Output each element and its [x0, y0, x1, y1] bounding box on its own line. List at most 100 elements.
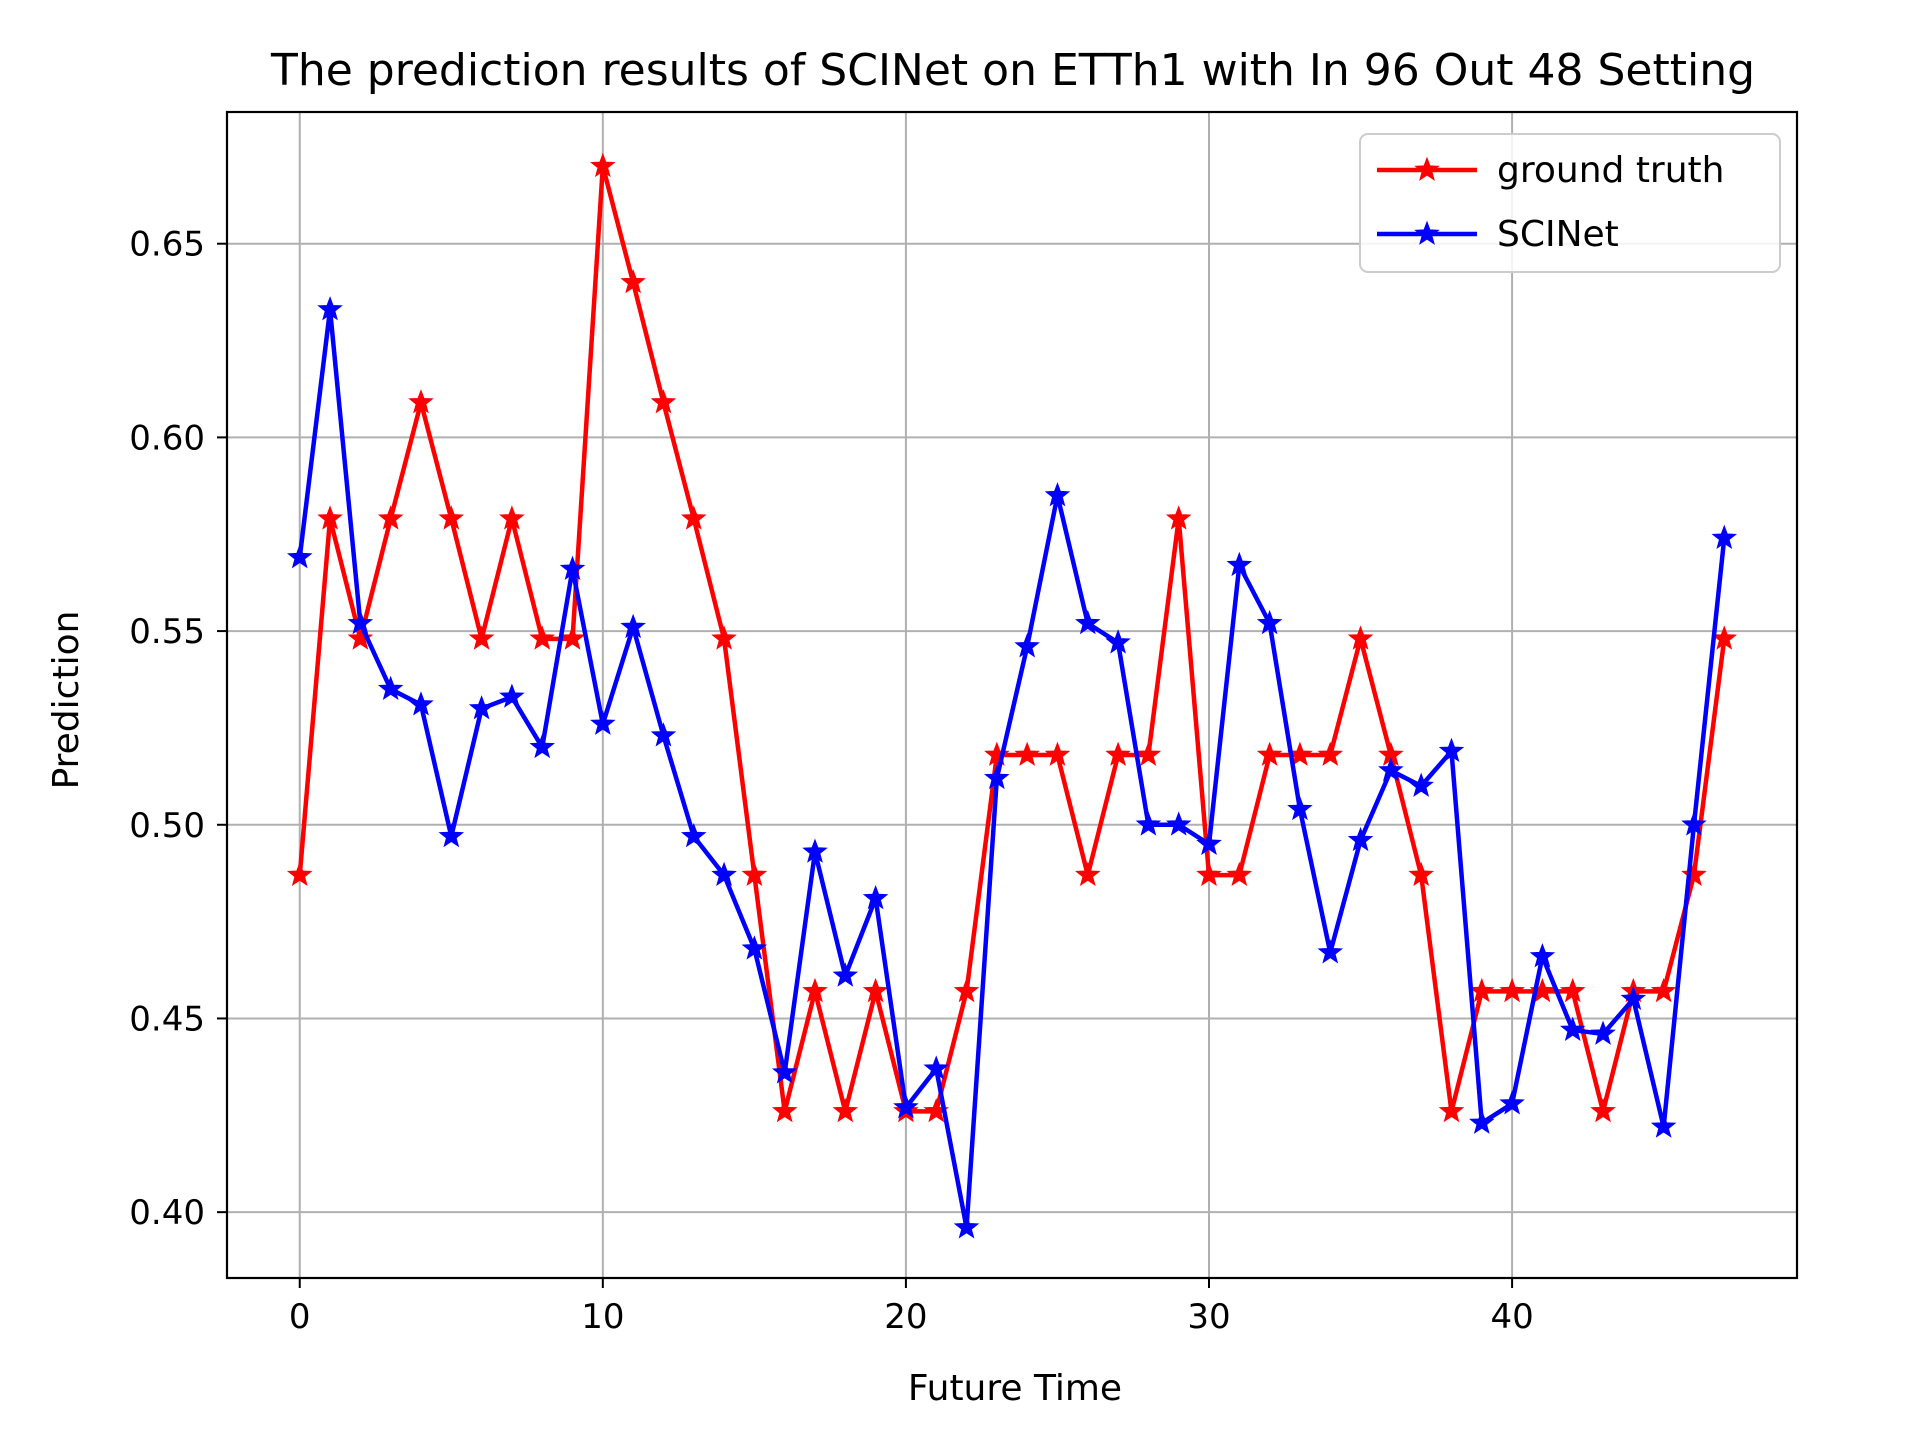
data-point-scinet — [1044, 482, 1071, 507]
data-point-scinet — [1226, 551, 1253, 577]
data-point-ground-truth — [1499, 977, 1525, 1003]
data-point-scinet — [1438, 737, 1465, 763]
data-point-scinet — [590, 710, 616, 735]
data-point-scinet — [1014, 633, 1040, 658]
data-point-ground-truth — [438, 505, 465, 530]
data-point-ground-truth — [620, 269, 646, 294]
data-point-scinet — [468, 695, 495, 720]
data-point-scinet — [1559, 1016, 1586, 1041]
data-point-ground-truth — [468, 625, 495, 650]
data-point-ground-truth — [1226, 861, 1253, 886]
data-point-ground-truth — [802, 977, 828, 1003]
data-point-ground-truth — [1135, 741, 1162, 766]
data-point-scinet — [499, 683, 525, 708]
legend-marker-ground-truth — [1414, 156, 1440, 181]
data-point-ground-truth — [1075, 861, 1101, 886]
data-point-ground-truth — [377, 505, 404, 530]
plot-series — [286, 152, 1738, 1239]
data-point-ground-truth — [1681, 861, 1707, 886]
data-point-scinet — [862, 884, 889, 910]
data-point-scinet — [347, 609, 374, 635]
data-point-ground-truth — [1347, 625, 1374, 650]
data-point-ground-truth — [1196, 861, 1222, 886]
data-point-ground-truth — [1044, 741, 1071, 766]
legend-entry-scinet: SCINet — [1377, 214, 1619, 255]
data-point-scinet — [711, 861, 737, 886]
data-point-scinet — [984, 764, 1010, 790]
data-point-scinet — [1347, 826, 1374, 852]
data-point-scinet — [1378, 757, 1404, 782]
data-point-ground-truth — [559, 625, 586, 650]
data-point-ground-truth — [862, 977, 889, 1003]
y-tick-label: 0.65 — [129, 225, 205, 265]
data-point-ground-truth — [1469, 977, 1495, 1003]
x-tick-label: 10 — [581, 1297, 624, 1337]
data-point-scinet — [1620, 985, 1647, 1010]
data-point-ground-truth — [1317, 741, 1344, 766]
data-point-ground-truth — [711, 625, 737, 650]
data-point-scinet — [1650, 1113, 1677, 1138]
data-point-ground-truth — [741, 861, 768, 886]
data-point-ground-truth — [1438, 1098, 1465, 1123]
y-tick-label: 0.60 — [129, 418, 205, 458]
legend-entry-ground-truth: ground truth — [1377, 150, 1724, 191]
x-tick-label: 40 — [1490, 1297, 1533, 1337]
data-point-ground-truth — [1408, 861, 1434, 886]
data-point-ground-truth — [1256, 741, 1283, 766]
data-point-ground-truth — [1650, 977, 1677, 1003]
data-point-scinet — [1256, 609, 1283, 635]
legend-star-ground-truth — [1414, 156, 1440, 181]
data-point-scinet — [893, 1094, 919, 1119]
data-point-scinet — [771, 1059, 798, 1084]
data-point-scinet — [1469, 1109, 1495, 1134]
y-axis-label: Prediction — [46, 611, 87, 790]
data-point-ground-truth — [680, 505, 707, 530]
legend-label-scinet: SCINet — [1497, 214, 1619, 255]
data-point-ground-truth — [771, 1098, 798, 1123]
data-point-scinet — [1165, 811, 1192, 836]
data-point-scinet — [1499, 1090, 1525, 1115]
data-point-scinet — [1317, 939, 1344, 964]
data-point-scinet — [620, 613, 646, 639]
series-scinet — [286, 296, 1738, 1239]
data-point-scinet — [953, 1214, 980, 1239]
data-point-scinet — [1711, 524, 1738, 549]
data-point-scinet — [1196, 830, 1222, 856]
data-point-scinet — [438, 822, 465, 848]
data-point-ground-truth — [590, 152, 616, 178]
data-point-scinet — [1408, 772, 1434, 797]
data-point-scinet — [1105, 629, 1131, 654]
y-tick-label: 0.50 — [129, 806, 205, 846]
data-point-ground-truth — [1559, 977, 1586, 1003]
x-tick-label: 0 — [289, 1297, 311, 1337]
data-point-scinet — [286, 544, 313, 569]
y-tick-label: 0.55 — [129, 612, 205, 652]
data-point-scinet — [1590, 1020, 1616, 1045]
data-point-scinet — [680, 822, 707, 848]
data-point-scinet — [529, 733, 555, 759]
data-point-ground-truth — [984, 741, 1010, 766]
chart-title: The prediction results of SCINet on ETTh… — [270, 45, 1755, 96]
legend: ground truth SCINet — [1359, 133, 1781, 273]
data-point-ground-truth — [529, 625, 555, 650]
data-point-ground-truth — [953, 977, 980, 1003]
data-point-scinet — [741, 935, 768, 960]
data-point-ground-truth — [286, 861, 313, 886]
data-point-scinet — [802, 838, 828, 863]
data-point-ground-truth — [499, 505, 525, 530]
axis-ticks: 0 10 20 30 40 0.40 0.45 0.50 0.55 0.60 0.65 — [129, 225, 1533, 1337]
data-point-scinet — [408, 691, 434, 716]
data-point-scinet — [377, 675, 404, 701]
legend-label-ground-truth: ground truth — [1497, 150, 1724, 191]
data-point-ground-truth — [1105, 741, 1131, 766]
data-point-scinet — [923, 1055, 949, 1080]
data-point-scinet — [650, 722, 677, 747]
x-axis-label: Future Time — [908, 1368, 1122, 1409]
y-tick-label: 0.40 — [129, 1193, 205, 1233]
data-point-ground-truth — [317, 505, 343, 530]
data-point-ground-truth — [408, 389, 434, 414]
data-point-scinet — [1287, 795, 1313, 821]
data-point-ground-truth — [832, 1098, 859, 1123]
